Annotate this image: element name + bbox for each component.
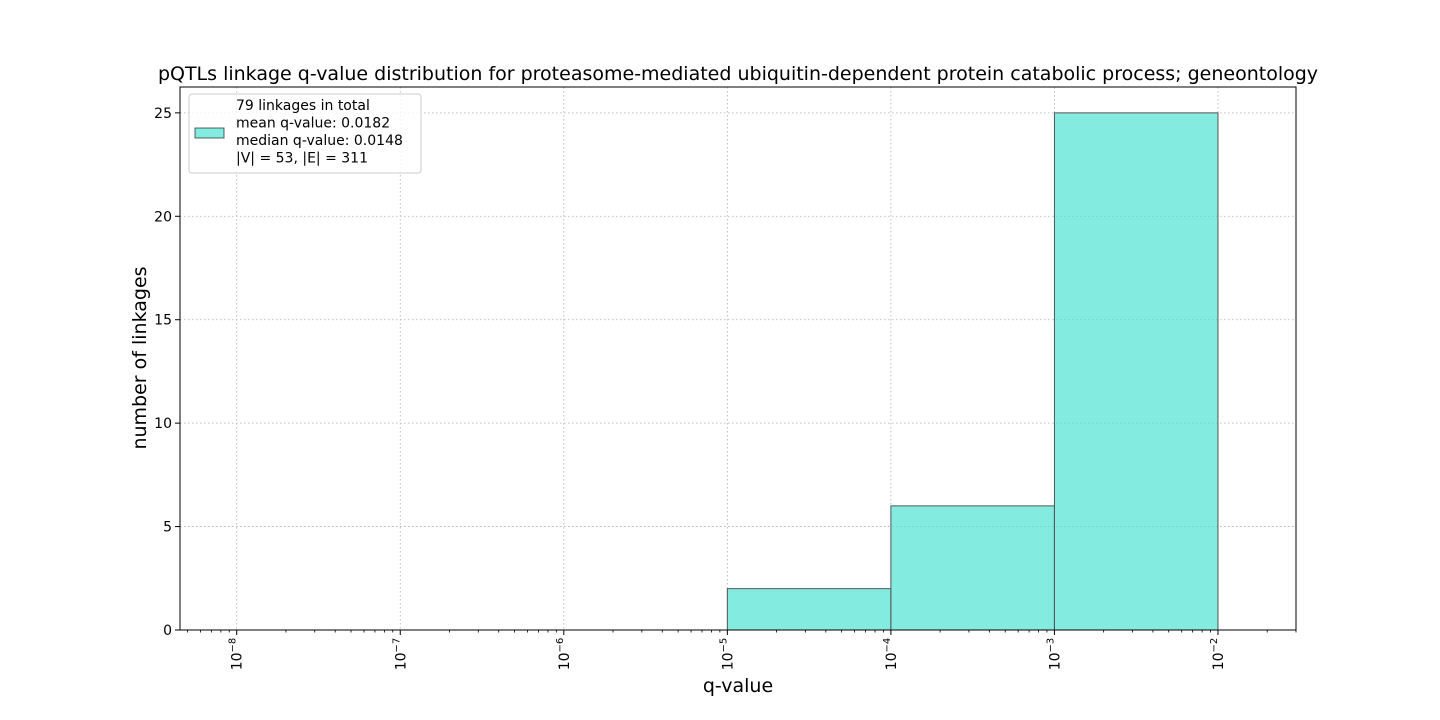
- histogram-bar: [726, 588, 892, 631]
- legend-label: 79 linkages in total mean q-value: 0.0182…: [236, 98, 403, 167]
- legend-line: mean q-value: 0.0182: [236, 116, 390, 132]
- y-tick-label: 10: [154, 416, 172, 432]
- y-tick-label: 15: [154, 313, 172, 329]
- histogram-bar: [890, 505, 1055, 631]
- chart-title: pQTLs linkage q-value distribution for p…: [158, 63, 1318, 85]
- legend-box: [188, 93, 422, 174]
- y-tick-label: 20: [154, 209, 172, 225]
- histogram-bar: [1053, 112, 1219, 631]
- legend-line: |V| = 53, |E| = 311: [236, 151, 368, 167]
- x-tick-label: 10−8: [228, 638, 246, 671]
- x-axis-ticks: 10−8 10−7 10−6 10−5 10−4 10−3 10−2: [187, 630, 1297, 671]
- x-tick-label: 10−5: [718, 638, 736, 671]
- legend-swatch: [194, 127, 225, 139]
- y-tick-label: 25: [154, 106, 172, 122]
- histogram-bars: [726, 112, 1219, 631]
- x-tick-label: 10−4: [882, 638, 900, 671]
- x-tick-label: 10−3: [1045, 638, 1063, 671]
- y-axis-label: number of linkages: [129, 266, 151, 449]
- y-axis-ticks: 0 5 10 15 20 25: [154, 106, 180, 639]
- y-tick-label: 5: [163, 520, 172, 536]
- x-tick-label: 10−6: [555, 638, 573, 671]
- plot-frame: [179, 86, 1297, 631]
- legend-line: median q-value: 0.0148: [236, 133, 403, 149]
- legend-line: 79 linkages in total: [236, 98, 370, 114]
- x-tick-label: 10−2: [1209, 638, 1227, 671]
- y-tick-label: 0: [163, 623, 172, 639]
- x-axis-label: q-value: [703, 675, 773, 697]
- legend: 79 linkages in total mean q-value: 0.0182…: [188, 93, 422, 174]
- x-tick-label: 10−7: [391, 638, 409, 671]
